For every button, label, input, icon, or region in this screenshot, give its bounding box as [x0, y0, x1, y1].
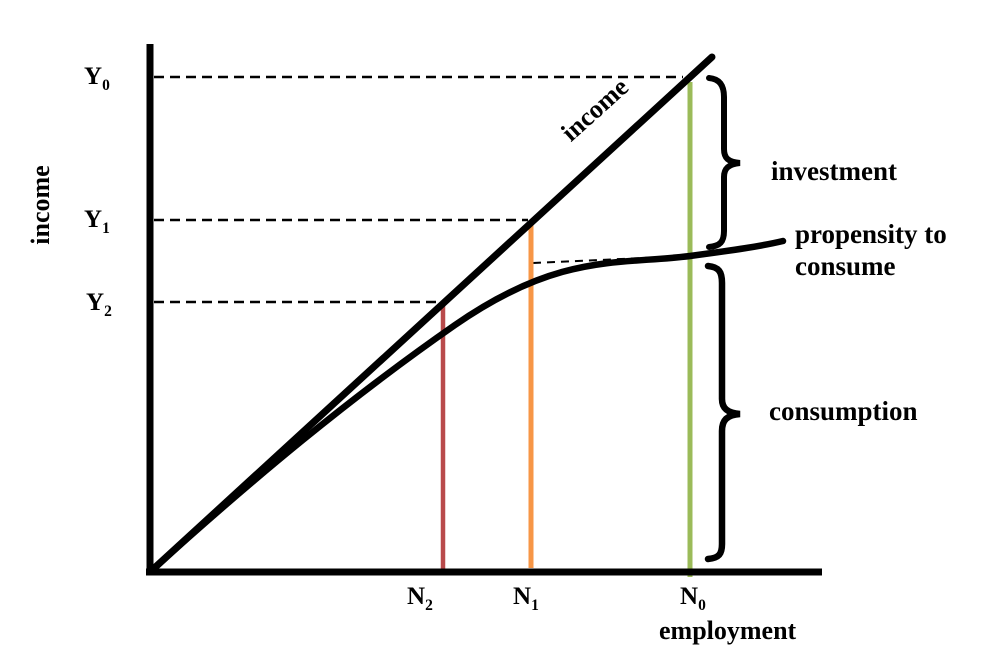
- n1-subscript: 1: [531, 597, 539, 614]
- n1-base: N: [513, 583, 532, 610]
- consumption-brace-label: consumption: [769, 396, 918, 426]
- n2-subscript: 2: [425, 597, 433, 614]
- investment-brace-label: investment: [771, 156, 897, 186]
- n0-base: N: [680, 583, 699, 610]
- n0-subscript: 0: [698, 597, 706, 614]
- investment-brace: [706, 75, 741, 250]
- x-axis-title: employment: [659, 616, 797, 645]
- y-tick-y2: Y2: [86, 289, 112, 320]
- n2-base: N: [407, 583, 426, 610]
- x-tick-n1: N1: [513, 583, 539, 614]
- y-axis-title: income: [26, 165, 56, 245]
- y0-subscript: 0: [102, 77, 110, 94]
- x-tick-n0: N0: [680, 583, 706, 614]
- y2-base: Y: [86, 289, 105, 316]
- y1-base: Y: [84, 206, 103, 233]
- y-tick-y1: Y1: [84, 206, 110, 237]
- y-tick-y0: Y0: [84, 63, 110, 94]
- y0-base: Y: [84, 63, 103, 90]
- consumption-brace: [704, 262, 741, 563]
- y2-subscript: 2: [104, 303, 112, 320]
- propensity-to-consume-label: propensity to consume: [795, 219, 947, 281]
- y1-subscript: 1: [102, 220, 110, 237]
- x-tick-n2: N2: [407, 583, 433, 614]
- propensity-to-consume-curve: [147, 237, 787, 575]
